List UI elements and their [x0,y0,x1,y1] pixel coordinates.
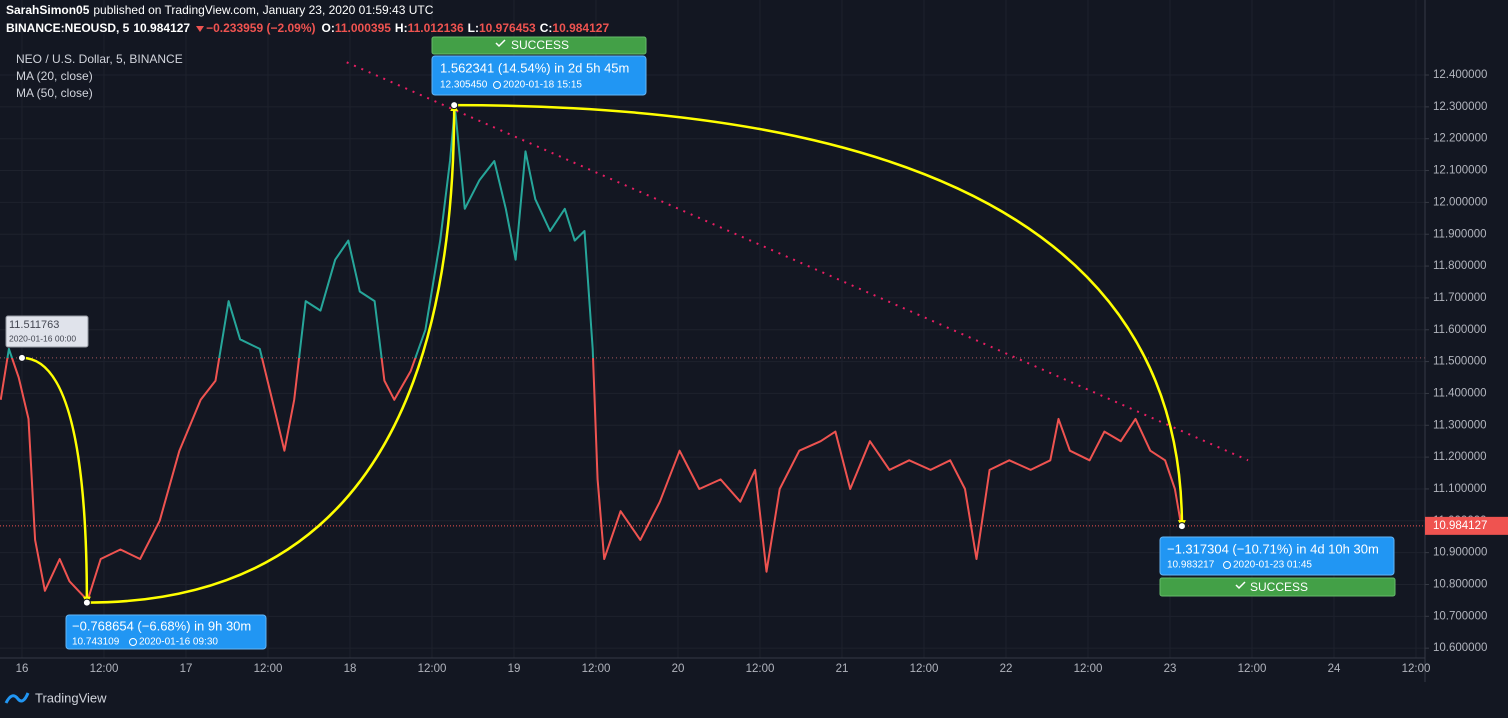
annotation-price: 10.743109 [72,637,120,648]
x-tick-label: 12:00 [746,663,775,675]
change: −0.233959 (−2.09%) [206,21,315,35]
x-tick-label: 23 [1164,663,1177,675]
x-tick-label: 17 [180,663,193,675]
x-tick-label: 12:00 [910,663,939,675]
x-tick-label: 12:00 [1238,663,1267,675]
anchor-point [1177,522,1186,531]
author: SarahSimon05 [6,3,90,17]
measure-arrow [86,103,459,604]
y-tick-label: 11.500000 [1433,356,1487,368]
x-tick-label: 12:00 [254,663,283,675]
check-icon [495,39,506,48]
annotation-box [1159,536,1395,576]
baseline-value: 11.511763 [9,319,59,331]
x-tick-label: 12:00 [90,663,119,675]
x-tick-label: 24 [1328,663,1341,675]
annotation-price: 12.305450 [440,80,488,91]
x-tick-label: 12:00 [582,663,611,675]
x-tick-label: 22 [1000,663,1013,675]
x-tick-label: 16 [16,663,29,675]
ohlc-value: 10.984127 [552,21,609,35]
y-tick-label: 11.300000 [1433,419,1487,431]
y-tick-label: 10.800000 [1433,579,1487,591]
footer-brand: TradingView [35,690,107,705]
baseline-label-box [5,315,89,348]
logo [4,692,30,704]
anchor-point [82,598,91,607]
ohlc-label: L: [468,21,479,35]
y-tick-label: 12.200000 [1433,133,1487,145]
price-line [0,105,1183,602]
anchor-point [450,101,459,110]
y-tick-label: 11.400000 [1433,387,1487,399]
status-text: SUCCESS [1250,580,1308,594]
last-price-label: 10.984127 [1433,520,1487,532]
y-tick-label: 11.800000 [1433,260,1487,272]
down-icon [196,26,204,32]
x-tick-label: 18 [344,663,357,675]
legend-ma: MA (20, close) [16,69,93,83]
annotation-text: 1.562341 (14.54%) in 2d 5h 45m [440,60,629,75]
annotation-date: 2020-01-18 15:15 [503,80,582,91]
legend-ma: MA (50, close) [16,86,93,100]
x-tick-label: 12:00 [418,663,447,675]
symbol: BINANCE:NEOUSD, 5 [6,21,130,35]
y-tick-label: 11.700000 [1433,292,1487,304]
legend-series: NEO / U.S. Dollar, 5, BINANCE [16,52,183,66]
y-tick-label: 10.600000 [1433,642,1487,654]
measure-arrow [21,356,91,605]
x-tick-label: 19 [508,663,521,675]
ohlc-value: 10.976453 [479,21,536,35]
annotation-price: 10.983217 [1167,560,1215,571]
annotation-box [65,614,267,650]
y-tick-label: 11.100000 [1433,483,1487,495]
y-tick-label: 10.700000 [1433,610,1487,622]
last-price-tag [1425,516,1508,535]
status-box [1159,577,1396,597]
anchor-point [17,353,26,362]
header-line: SarahSimon05 published on TradingView.com… [6,3,434,17]
published: published on TradingView.com, January 23… [93,3,433,17]
status-text: SUCCESS [511,38,569,52]
x-tick-label: 12:00 [1074,663,1103,675]
y-tick-label: 10.900000 [1433,547,1487,559]
ohlc-value: 11.012136 [408,21,464,35]
x-tick-label: 12:00 [1402,663,1431,675]
x-tick-label: 20 [672,663,685,675]
plot [0,61,1425,607]
x-tick-label: 21 [836,663,849,675]
y-tick-label: 11.900000 [1433,228,1487,240]
axes: 10.60000010.70000010.80000010.90000011.0… [16,69,1508,675]
y-tick-label: 11.200000 [1433,451,1487,463]
symbol-line: BINANCE:NEOUSD, 5 10.984127 −0.233959 (−2.… [6,21,609,35]
baseline-date: 2020-01-16 00:00 [9,333,76,343]
y-tick-label: 12.000000 [1433,196,1487,208]
annotation-box [431,55,647,96]
y-tick-label: 12.300000 [1433,101,1487,113]
ohlc-label: C: [540,21,553,35]
annotation-date: 2020-01-16 09:30 [139,637,218,648]
clock-icon [1223,561,1231,569]
annotation-date: 2020-01-23 01:45 [1233,560,1312,571]
y-tick-label: 12.100000 [1433,165,1487,177]
price: 10.984127 [133,21,190,35]
y-tick-label: 12.400000 [1433,69,1487,81]
check-icon [1235,581,1246,590]
annotation-text: −1.317304 (−10.71%) in 4d 10h 30m [1167,541,1379,556]
measure-arrow [454,103,1186,529]
annotation-text: −0.768654 (−6.68%) in 9h 30m [72,618,251,633]
ohlc-label: H: [395,21,408,35]
status-box [431,36,647,55]
clock-icon [493,81,501,89]
ohlc-label: O: [322,21,335,35]
y-tick-label: 11.600000 [1433,324,1487,336]
clock-icon [129,638,137,646]
ohlc-value: 11.000395 [335,21,391,35]
